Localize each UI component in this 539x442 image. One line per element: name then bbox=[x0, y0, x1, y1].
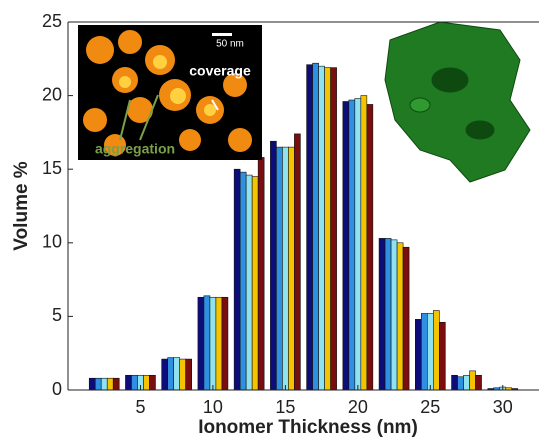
bar bbox=[415, 319, 422, 391]
bar bbox=[402, 246, 410, 391]
bar bbox=[94, 377, 102, 391]
bar bbox=[173, 357, 180, 391]
bar bbox=[143, 374, 150, 391]
bar bbox=[233, 168, 241, 391]
y-tick-label: 20 bbox=[42, 84, 62, 104]
bar bbox=[342, 101, 350, 391]
y-tick-label: 0 bbox=[52, 379, 62, 399]
bar bbox=[306, 64, 313, 391]
render-3d bbox=[384, 21, 531, 183]
x-axis-label: Ionomer Thickness (nm) bbox=[198, 417, 418, 438]
x-tick-label: 10 bbox=[203, 397, 223, 417]
bar bbox=[106, 377, 114, 391]
y-tick-label: 15 bbox=[42, 158, 62, 178]
x-tick-label: 5 bbox=[135, 397, 145, 417]
bar bbox=[463, 374, 470, 391]
bar bbox=[324, 67, 331, 391]
bar bbox=[251, 176, 259, 391]
bar bbox=[239, 171, 247, 391]
bar bbox=[318, 65, 325, 391]
bar bbox=[427, 313, 434, 391]
bar bbox=[390, 239, 398, 391]
bar bbox=[257, 157, 265, 391]
x-tick-label: 25 bbox=[420, 397, 440, 417]
bar bbox=[282, 146, 289, 391]
bar bbox=[330, 67, 337, 391]
bar bbox=[348, 99, 356, 391]
y-tick-label: 5 bbox=[52, 305, 62, 325]
annotation: aggregation bbox=[95, 141, 175, 157]
bar bbox=[439, 321, 446, 391]
bar bbox=[149, 374, 156, 391]
bar bbox=[294, 133, 301, 391]
y-tick-label: 10 bbox=[42, 232, 62, 252]
bar bbox=[209, 296, 217, 391]
bar bbox=[312, 62, 319, 391]
bar bbox=[457, 376, 464, 391]
bar bbox=[203, 295, 211, 391]
y-tick-label: 25 bbox=[42, 11, 62, 31]
x-tick-label: 30 bbox=[493, 397, 513, 417]
bar bbox=[475, 374, 482, 391]
bar bbox=[125, 374, 132, 391]
bar bbox=[360, 95, 368, 391]
bar bbox=[88, 377, 96, 391]
y-axis-label: Volume % bbox=[11, 161, 32, 250]
bar bbox=[276, 146, 283, 391]
bar bbox=[396, 242, 404, 391]
bar bbox=[378, 238, 386, 391]
bar bbox=[354, 98, 362, 391]
bar bbox=[221, 296, 229, 391]
bar bbox=[100, 377, 108, 391]
bars bbox=[88, 62, 519, 391]
bar bbox=[451, 374, 458, 391]
inset-image: 50 nm coverage aggregation bbox=[78, 25, 262, 160]
bar bbox=[179, 358, 186, 391]
bar bbox=[288, 146, 295, 391]
bar bbox=[215, 296, 223, 391]
bar bbox=[245, 174, 253, 391]
bar bbox=[161, 358, 168, 391]
bar bbox=[197, 296, 205, 391]
bar bbox=[270, 140, 277, 391]
bar bbox=[421, 313, 428, 391]
bar bbox=[185, 358, 192, 391]
bar bbox=[433, 310, 440, 391]
bar bbox=[469, 370, 476, 391]
bar bbox=[167, 357, 174, 391]
scale-label: 50 nm bbox=[216, 39, 244, 50]
annotation: coverage bbox=[189, 63, 251, 79]
bar bbox=[131, 374, 138, 391]
bar bbox=[112, 377, 120, 391]
x-tick-label: 15 bbox=[275, 397, 295, 417]
bar bbox=[366, 104, 374, 391]
x-tick-label: 20 bbox=[348, 397, 368, 417]
bar bbox=[384, 238, 392, 391]
